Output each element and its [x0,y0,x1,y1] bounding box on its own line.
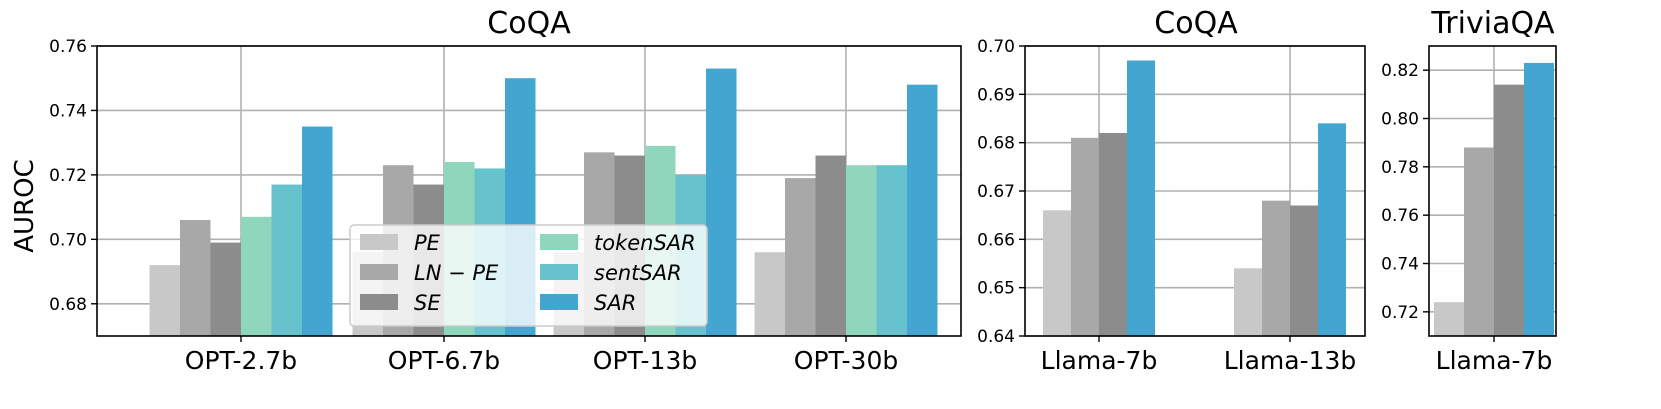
bar-sentsar-opt-2-7b [271,184,302,336]
x-tick-label: OPT-30b [794,346,898,375]
chart-panel-triviaqa-llama: TriviaQA 0.72 0.74 0.76 0.78 0.80 0.82 Llama-7b [1381,6,1557,375]
plot-frame [1024,45,1366,337]
y-tick-label: 0.78 [1381,158,1419,178]
y-tick-label: 0.64 [977,327,1015,347]
legend-label-tokensar: tokenSAR [594,231,696,255]
y-tick-label: 0.66 [977,230,1015,250]
legend-label-pe: PE [414,231,441,255]
x-tick-label: OPT-6.7b [388,346,500,375]
legend-swatch-sentsar [540,264,578,280]
legend-label-se: SE [414,291,441,315]
y-tick-label: 0.68 [977,134,1015,154]
panel-title: TriviaQA [1430,6,1555,41]
y-tick-label: 0.72 [1381,303,1419,323]
bar-ln-pe-llama-7b [1071,137,1099,336]
bar-sar-opt-2-7b [302,126,333,336]
legend-swatch-se [360,294,398,310]
y-tick-label: 0.74 [49,101,87,121]
y-tick-label: 0.68 [49,295,87,315]
x-tick-label: Llama-7b [1041,346,1158,375]
bar-ln-pe-llama-13b [1262,200,1290,336]
y-tick-label: 0.76 [1381,206,1419,226]
bar-se-llama-7b [1099,133,1127,336]
y-axis-label: AUROC [10,159,40,253]
legend-swatch-sar [540,294,578,310]
bar-sar-llama-13b [1318,123,1346,336]
x-tick-label: OPT-2.7b [185,346,297,375]
legend-label-ln-pe: LN − PE [414,261,499,285]
bar-pe-opt-30b [754,252,785,336]
bar-sar-llama-7b [1127,60,1155,336]
y-tick-label: 0.70 [49,230,87,250]
legend-label-sentsar: sentSAR [594,261,682,285]
legend-swatch-pe [360,234,398,250]
bar-se-opt-30b [815,155,846,336]
plot-frame [1428,45,1557,337]
bar-ln-pe-opt-2-7b [180,220,211,336]
y-tick-label: 0.74 [1381,255,1419,275]
bar-pe-llama-7b [1434,302,1464,336]
y-tick-label: 0.70 [977,37,1015,57]
y-tick-label: 0.82 [1381,61,1419,81]
bar-tokensar-opt-30b [846,165,877,336]
legend-label-sar: SAR [594,291,636,315]
legend: PE LN − PE SE tokenSAR sentSAR SAR [349,224,708,327]
bar-sar-opt-13b [706,68,737,337]
legend-swatch-ln-pe [360,264,398,280]
chart-panel-coqa-llama: CoQA 0.64 0.65 0.66 0.67 0.68 0.69 0.70 Llama-7b… [977,6,1366,375]
bar-se-opt-2-7b [210,242,241,336]
y-tick-label: 0.67 [977,182,1015,202]
plot-frame [96,45,962,337]
bar-ln-pe-opt-30b [785,178,816,336]
x-tick-label: Llama-13b [1224,346,1357,375]
bar-pe-llama-13b [1234,268,1262,336]
y-tick-label: 0.76 [49,37,87,57]
x-tick-label: OPT-13b [593,346,697,375]
bar-pe-opt-2-7b [149,265,180,336]
y-tick-label: 0.80 [1381,110,1419,130]
legend-box [349,224,708,327]
bar-sar-opt-30b [907,84,938,337]
x-tick-label: Llama-7b [1436,346,1553,375]
bar-ln-pe-llama-7b [1464,147,1494,336]
legend-swatch-tokensar [540,234,578,250]
y-tick-label: 0.69 [977,85,1015,105]
bar-pe-llama-7b [1043,210,1071,336]
panel-title: CoQA [487,6,571,41]
y-tick-label: 0.65 [977,279,1015,299]
y-tick-label: 0.72 [49,166,87,186]
bar-se-llama-7b [1494,84,1524,337]
panel-title: CoQA [1154,6,1238,41]
bar-se-llama-13b [1290,205,1318,336]
bar-tokensar-opt-2-7b [241,216,272,336]
bar-sentsar-opt-30b [876,165,907,336]
bar-sar-llama-7b [1524,62,1554,337]
